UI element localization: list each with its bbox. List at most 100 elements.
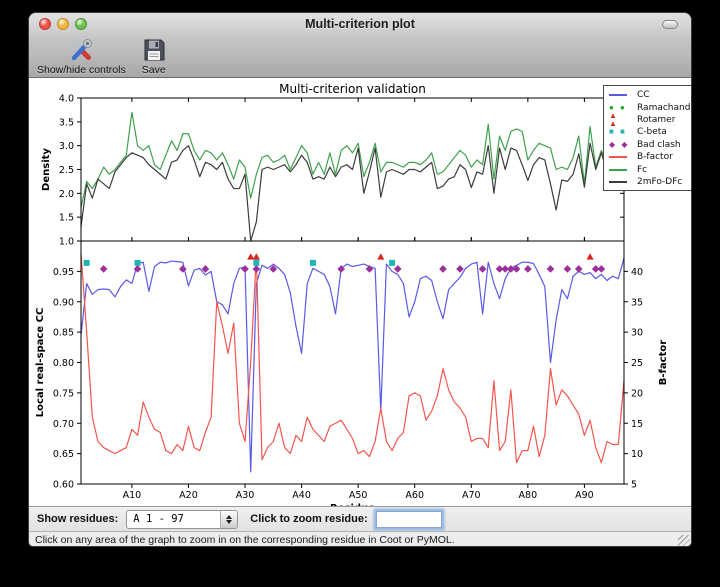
bfactor-tick-label: 35 (631, 297, 643, 308)
legend-entry: B-factor (609, 151, 691, 163)
x-tick-label: A20 (179, 490, 198, 501)
bfactor-tick-label: 20 (631, 388, 643, 399)
bottom-right-y-axis-label: B-factor (658, 340, 669, 385)
marker-badclash (546, 265, 555, 273)
density-tick-label: 4.0 (59, 94, 74, 105)
legend-label: Rotamer (637, 114, 676, 125)
chart-svg: A10 A20 A30 A40 A50 A60 A70 A80 A90 1.0 1.5 2.0 2.5 3… (35, 82, 669, 514)
x-tick-label: A90 (575, 490, 594, 501)
bfactor-tick-label: 25 (631, 358, 643, 369)
marker-badclash (507, 265, 515, 273)
legend-line-glyph (609, 180, 633, 183)
legend-circle-glyph: ● ● (609, 102, 627, 112)
x-tick-label: A80 (519, 490, 538, 501)
legend-line-glyph (609, 94, 633, 97)
marker-badclash (524, 265, 532, 273)
legend-line-glyph (609, 168, 633, 171)
marker-rotamer (377, 253, 385, 260)
marker-badclash (512, 265, 521, 273)
window-header: Multi-criterion plot Show/hide controls (29, 13, 691, 78)
marker-badclash (241, 265, 249, 273)
titlebar[interactable]: Multi-criterion plot (29, 13, 691, 35)
series-2mFo-DFc (80, 140, 625, 242)
tools-icon (72, 39, 93, 61)
legend-label: C-beta (637, 127, 667, 138)
save-icon (144, 39, 165, 61)
series-CC (80, 257, 625, 473)
legend-label: B-factor (637, 152, 673, 163)
marker-rotamer (252, 253, 260, 260)
marker-badclash (478, 265, 487, 273)
minimize-button[interactable] (57, 18, 69, 30)
legend-triangle-glyph: ▲ ▲ (609, 110, 619, 128)
legend-entry: CC (609, 89, 691, 101)
x-tick-label: A50 (349, 490, 368, 501)
x-tick-label: A60 (405, 490, 424, 501)
chain-range-value: A 1 - 97 (133, 513, 184, 525)
legend-diamond-glyph: ◆ ◆ (609, 139, 630, 149)
chain-range-select[interactable]: A 1 - 97 (126, 509, 239, 529)
stepper-up-icon (226, 514, 233, 519)
bottom-axes-frame (80, 240, 625, 485)
close-button[interactable] (39, 18, 51, 30)
save-button[interactable]: Save (140, 37, 168, 76)
show-hide-controls-button[interactable]: Show/hide controls (37, 37, 126, 76)
series-Fc (80, 111, 625, 208)
bfactor-tick-label: 10 (631, 449, 643, 460)
marker-badclash (178, 265, 187, 273)
bfactor-tick-label: 5 (631, 480, 637, 491)
legend-entry: ◆ ◆ Bad clash (609, 139, 691, 151)
toolbar-toggle-lozenge[interactable] (662, 20, 678, 29)
marker-badclash (337, 265, 346, 273)
legend-label: Ramachandran (637, 102, 691, 113)
window-title: Multi-criterion plot (305, 17, 415, 31)
legend-entry: 2mFo-DFc (609, 176, 691, 188)
select-stepper[interactable] (220, 510, 238, 528)
cc-tick-label: 0.60 (53, 480, 74, 491)
zoom-residue-input[interactable] (375, 510, 442, 528)
marker-badclash (201, 265, 210, 273)
bfactor-tick-label: 40 (631, 267, 643, 278)
marker-rotamer (586, 253, 594, 260)
show-residues-label: Show residues: (37, 513, 119, 525)
bfactor-tick-label: 15 (631, 419, 643, 430)
cc-tick-label: 0.85 (53, 328, 74, 339)
cc-tick-label: 0.80 (53, 358, 74, 369)
app-window: Multi-criterion plot Show/hide controls (28, 12, 692, 547)
bottom-left-y-axis-label: Local real-space CC (35, 308, 46, 418)
cc-tick-label: 0.95 (53, 267, 74, 278)
legend-label: 2mFo-DFc (637, 176, 683, 187)
legend-entry: ■ ■ C-beta (609, 126, 691, 138)
toolbar: Show/hide controls Save (29, 35, 691, 78)
stepper-down-icon (226, 519, 233, 524)
resize-grip[interactable] (678, 535, 690, 546)
x-tick-label: A10 (123, 490, 142, 501)
top-y-axis-label: Density (41, 148, 52, 191)
x-tick-label: A40 (292, 490, 311, 501)
density-tick-label: 2.5 (59, 165, 74, 176)
show-hide-controls-label: Show/hide controls (37, 64, 126, 76)
legend-label: Fc (637, 164, 648, 175)
series-B-factor (80, 253, 625, 464)
density-tick-label: 3.0 (59, 141, 74, 152)
legend-label: Bad clash (637, 139, 681, 150)
marker-cbeta (309, 259, 316, 266)
legend-line-glyph (609, 156, 633, 159)
marker-badclash (495, 265, 504, 273)
zoom-window-button[interactable] (75, 18, 87, 30)
cc-tick-label: 0.65 (53, 449, 74, 460)
plot-canvas[interactable]: A10 A20 A30 A40 A50 A60 A70 A80 A90 1.0 1.5 2.0 2.5 3… (29, 78, 691, 514)
plot-legend: CC ● ● Ramachandran ▲ ▲ Rotamer ■ ■ C-beta ◆ ◆ B… (603, 85, 691, 192)
cc-tick-label: 0.70 (53, 419, 74, 430)
marker-badclash (252, 265, 261, 273)
x-tick-label: A30 (236, 490, 255, 501)
density-tick-label: 3.5 (59, 117, 74, 128)
legend-entry: ▲ ▲ Rotamer (609, 110, 691, 128)
marker-cbeta (83, 259, 90, 266)
cc-tick-label: 0.90 (53, 297, 74, 308)
density-tick-label: 1.5 (59, 213, 74, 224)
marker-cbeta (134, 259, 141, 266)
marker-badclash (393, 265, 402, 273)
marker-badclash (563, 265, 572, 273)
legend-entry: Fc (609, 163, 691, 175)
